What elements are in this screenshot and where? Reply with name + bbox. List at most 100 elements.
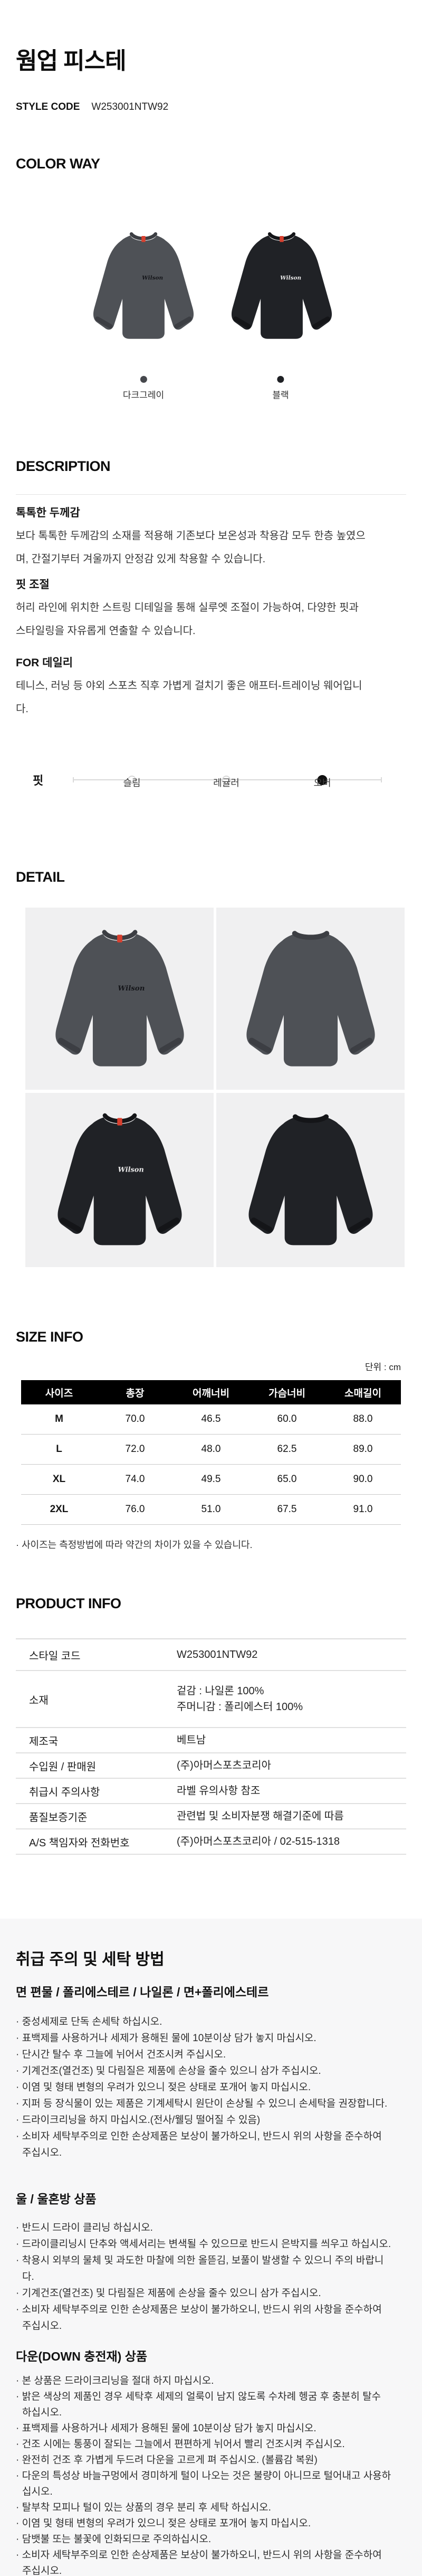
size-col-header: 어깨너비 (173, 1380, 249, 1404)
size-cell: M (21, 1404, 97, 1435)
product-info-label: 품질보증기준 (29, 1811, 88, 1824)
detail-heading: DETAIL (16, 869, 65, 885)
description-subtitle-2: 핏 조절 (16, 579, 50, 591)
care-group-title-wool: 울 / 울혼방 상품 (16, 2192, 97, 2206)
description-body-2: 허리 라인에 위치한 스트링 디테일을 통해 실루엣 조절이 가능하여, 다양한… (16, 602, 359, 637)
color-swatch-dot-darkgray (140, 376, 147, 383)
size-unit-label: 단위 : cm (365, 1362, 401, 1372)
description-subtitle-3: FOR 데일리 (16, 657, 73, 669)
care-bullet: · 단시간 탈수 후 그늘에 뉘어서 건조시켜 주십시오. (16, 2049, 226, 2060)
color-name: 다크그레이 (122, 390, 165, 400)
detail-image-darkgray-back (216, 908, 405, 1090)
detail-image-black-front: Wilson (25, 1093, 214, 1267)
size-note: · 사이즈는 측정방법에 따라 약간의 차이가 있을 수 있습니다. (16, 1540, 253, 1550)
care-bullet: · 본 상품은 드라이크리닝을 절대 하지 마십시오. (16, 2375, 214, 2386)
size-cell: 2XL (21, 1494, 97, 1525)
size-cell: 91.0 (325, 1494, 401, 1525)
product-info-label: A/S 책임자와 전화번호 (29, 1837, 130, 1849)
fit-option-over: 오버 (313, 778, 331, 788)
colorway-swatches: 다크그레이 블랙 (16, 376, 406, 404)
care-bullet: · 드라이크리닝을 하지 마십시오.(전사/웰딩 떨어질 수 있음) (16, 2115, 261, 2126)
care-bullet-list: · 중성세제로 단독 손세탁 하십시오. · 표백제를 사용하거나 세제가 용해… (16, 2014, 406, 2161)
product-info-row: 소재 겉감 : 나일론 100% 주머니감 : 폴리에스터 100% (16, 1671, 406, 1728)
size-cell: 60.0 (249, 1404, 325, 1435)
size-info-heading: SIZE INFO (16, 1329, 83, 1345)
care-bullet: · 이염 및 형태 변형의 우려가 있으니 젖은 상태로 포개어 놓지 마십시오… (16, 2518, 311, 2529)
swatch-darkgray: 다크그레이 (123, 376, 164, 401)
size-cell: 72.0 (97, 1434, 173, 1465)
care-bullet: · 드라이클리닝시 단추와 액세서리는 변색될 수 있으므로 반드시 은박지를 … (16, 2239, 391, 2250)
fit-option-regular: 레귤러 (213, 778, 239, 788)
chest-logo: Wilson (280, 275, 301, 281)
size-col-header: 가슴너비 (249, 1380, 325, 1404)
size-row-m: M 70.0 46.5 60.0 88.0 (21, 1404, 401, 1435)
care-bullet: · 반드시 드라이 클리닝 하십시오. (16, 2222, 153, 2233)
care-bullet: · 탈부착 모피나 털이 있는 상품의 경우 분리 후 세탁 하십시오. (16, 2502, 271, 2513)
description-body-1: 보다 톡톡한 두께감의 소재를 적용해 기존보다 보온성과 착용감 모두 한층 … (16, 530, 366, 565)
care-bullet: · 착용시 외부의 물체 및 과도한 마찰에 의한 올뜯김, 보풀이 발생할 수… (16, 2255, 384, 2282)
product-info-table: 스타일 코드 W253001NTW92 소재 겉감 : 나일론 100% 주머니… (16, 1638, 406, 1855)
color-name: 블랙 (272, 390, 289, 400)
style-code-label: STYLE CODE (16, 101, 80, 112)
care-bullet: · 소비자 세탁부주의로 인한 손상제품은 보상이 불가하오니, 반드시 위의 … (16, 2550, 382, 2576)
fit-track-left-tick (73, 777, 74, 782)
product-info-label: 취급시 주의사항 (29, 1786, 100, 1798)
care-bullet: · 소비자 세탁부주의로 인한 손상제품은 보상이 불가하오니, 반드시 위의 … (16, 2131, 382, 2158)
chest-logo: Wilson (118, 984, 145, 993)
product-info-label: 소재 (29, 1694, 49, 1706)
product-info-label: 수입원 / 판매원 (29, 1761, 97, 1773)
size-cell: 65.0 (249, 1464, 325, 1495)
care-group-title-cotton-poly-nylon: 면 편물 / 폴리에스테르 / 나일론 / 면+폴리에스테르 (16, 1985, 269, 1999)
size-col-header: 사이즈 (21, 1380, 97, 1404)
material-outer: 겉감 : 나일론 100% (177, 1685, 264, 1697)
fit-track-right-tick (381, 777, 382, 782)
product-info-value: 관련법 및 소비자분쟁 해결기준에 따름 (177, 1810, 344, 1822)
description-subtitle-1: 톡톡한 두께감 (16, 507, 80, 519)
product-info-row: 품질보증기준 관련법 및 소비자분쟁 해결기준에 따름 (16, 1804, 406, 1829)
care-bullet: · 중성세제로 단독 손세탁 하십시오. (16, 2016, 162, 2027)
product-info-heading: PRODUCT INFO (16, 1596, 121, 1611)
size-cell: XL (21, 1464, 97, 1495)
fit-stop-regular (222, 776, 231, 784)
detail-image-black-back (216, 1093, 405, 1267)
size-row-2xl: 2XL 76.0 51.0 67.5 91.0 (21, 1494, 401, 1525)
size-cell: 74.0 (97, 1464, 173, 1495)
fit-slider: 핏 슬림 레귤러 오버 (16, 767, 406, 803)
product-info-row: A/S 책임자와 전화번호 (주)아머스포츠코리아 / 02-515-1318 (16, 1829, 406, 1855)
product-info-value: 겉감 : 나일론 100% 주머니감 : 폴리에스터 100% (177, 1683, 303, 1715)
product-info-value: (주)아머스포츠코리아 (177, 1760, 271, 1771)
fit-label: 핏 (33, 774, 44, 787)
fit-slider-track (73, 775, 382, 785)
product-image-black-front: Wilson (222, 223, 342, 349)
style-code-value: W253001NTW92 (91, 101, 169, 112)
fit-option-slim: 슬림 (123, 778, 141, 788)
product-info-row: 취급시 주의사항 라벨 유의사항 참조 (16, 1779, 406, 1804)
product-info-row: 제조국 베트남 (16, 1728, 406, 1753)
size-cell: 70.0 (97, 1404, 173, 1435)
colorway-heading: COLOR WAY (16, 156, 100, 172)
product-image-darkgray-front: Wilson (83, 223, 204, 349)
detail-image-darkgray-front: Wilson (25, 908, 214, 1090)
description-heading: DESCRIPTION (16, 458, 111, 474)
size-cell: 51.0 (173, 1494, 249, 1525)
size-cell: 46.5 (173, 1404, 249, 1435)
product-info-value: 베트남 (177, 1734, 206, 1746)
fit-stop-over-selected (317, 775, 328, 785)
size-col-header: 소매길이 (325, 1380, 401, 1404)
chest-logo: Wilson (118, 1166, 143, 1174)
product-info-label: 제조국 (29, 1735, 59, 1748)
care-bullet: · 밝은 색상의 제품인 경우 세탁후 세제의 얼룩이 남지 않도록 수차례 헹… (16, 2391, 381, 2418)
product-info-row: 스타일 코드 W253001NTW92 (16, 1639, 406, 1671)
product-info-value: 라벨 유의사항 참조 (177, 1785, 261, 1797)
swatch-black: 블랙 (272, 376, 289, 401)
size-cell: 48.0 (173, 1434, 249, 1465)
fit-stop-slim (128, 776, 136, 784)
description-body-3: 테니스, 러닝 등 야외 스포츠 직후 가볍게 걸치기 좋은 애프터-트레이닝 … (16, 680, 362, 715)
color-swatch-dot-black (277, 376, 284, 383)
detail-image-grid: Wilson Wilson (25, 908, 405, 1267)
size-cell: 76.0 (97, 1494, 173, 1525)
care-bullet: · 기계건조(열건조) 및 다림질은 제품에 손상을 줄수 있으니 삼가 주십시… (16, 2288, 321, 2299)
care-bullet: · 다운의 특성상 바늘구멍에서 경미하게 털이 나오는 것은 불량이 아니므로… (16, 2470, 391, 2497)
care-bullet-list: · 본 상품은 드라이크리닝을 절대 하지 마십시오. · 밝은 색상의 제품인… (16, 2373, 406, 2576)
size-cell: 90.0 (325, 1464, 401, 1495)
